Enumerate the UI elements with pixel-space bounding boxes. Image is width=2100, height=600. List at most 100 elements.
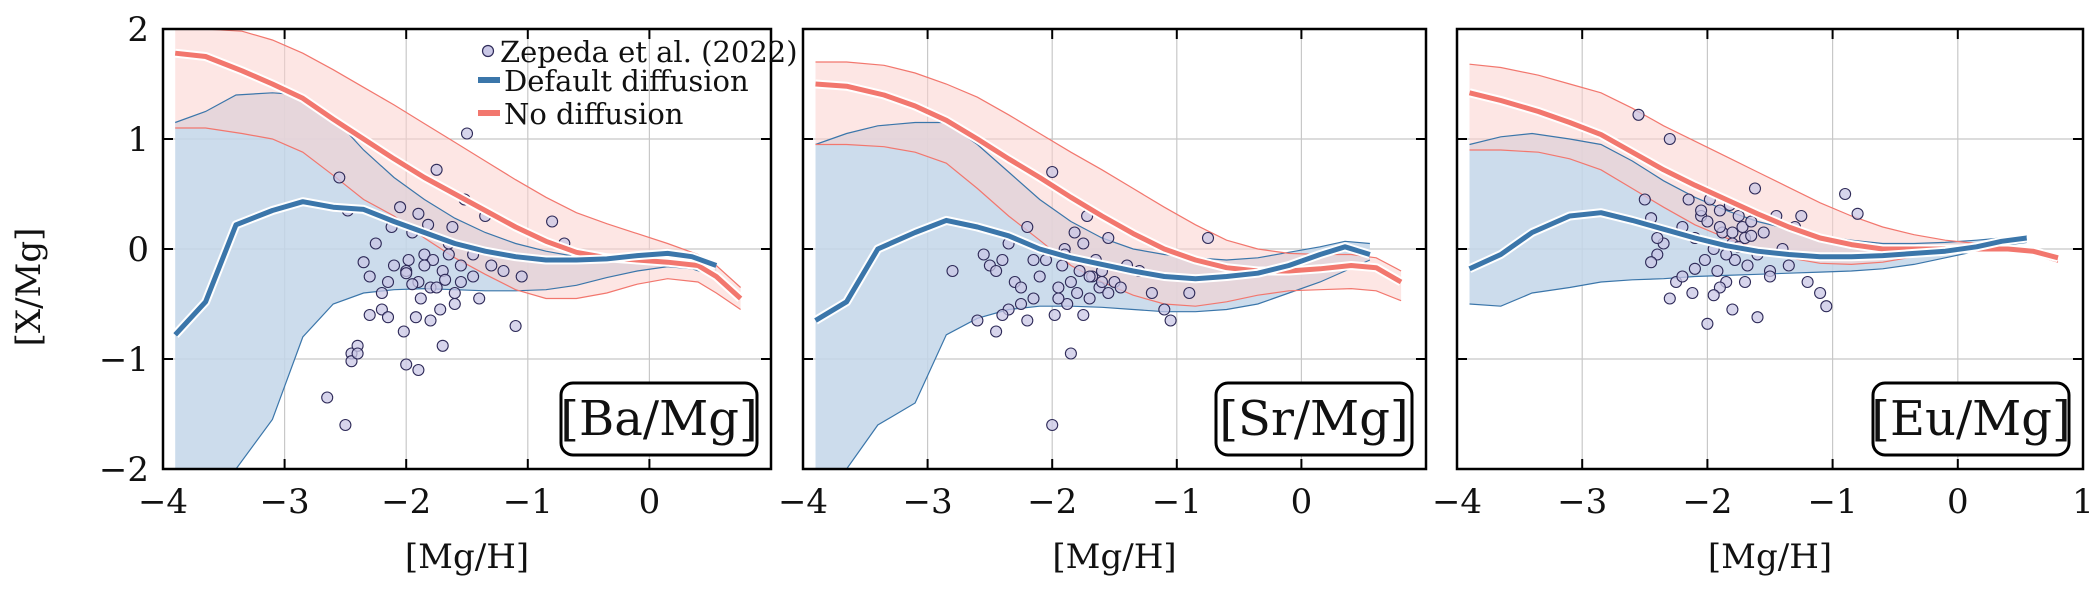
observation-point <box>412 363 425 377</box>
observation-point <box>1701 215 1714 228</box>
no-diffusion-band-upper <box>1469 63 2059 256</box>
observation-point <box>1726 303 1739 316</box>
observation-point <box>409 311 422 324</box>
x-tick-label: 0 <box>1291 482 1313 522</box>
observation-point <box>357 256 370 269</box>
x-tick-label: −2 <box>1682 482 1732 522</box>
observation-point <box>1795 209 1808 223</box>
observation-point <box>1068 226 1081 239</box>
observation-point <box>1027 292 1040 305</box>
observation-point <box>400 267 413 280</box>
observation-point <box>1102 286 1115 300</box>
panel-label-frame <box>1214 381 1414 457</box>
observation-point <box>467 270 480 283</box>
observation-point <box>1726 226 1739 239</box>
observation-point <box>1698 253 1711 267</box>
observation-point <box>424 314 437 327</box>
observation-point <box>1102 231 1115 245</box>
panel-label-frame <box>559 381 759 457</box>
x-tick-label: −4 <box>778 482 828 522</box>
observation-point <box>1763 270 1777 283</box>
observation-point <box>996 253 1009 267</box>
observation-point <box>1021 314 1034 327</box>
x-tick-label: −2 <box>381 482 431 522</box>
observation-point <box>430 163 443 176</box>
observation-point <box>1014 281 1028 294</box>
observation-point <box>454 275 467 289</box>
observation-point <box>351 347 364 360</box>
x-tick-label: 0 <box>639 482 661 522</box>
x-axis-label: [Mg/H] <box>1708 537 1832 577</box>
panel-3: −4 −3 −2 −1 0 1 [Mg/H] [Eu/Mg] <box>1432 27 2094 577</box>
panel-label-frame <box>1871 381 2071 457</box>
observation-point <box>1083 270 1096 283</box>
observation-point <box>971 314 984 327</box>
observation-point <box>1071 286 1084 300</box>
observation-point <box>1839 187 1852 201</box>
panel-2: −4 −3 −2 −1 0 [Mg/H] [Sr/Mg] <box>778 27 1428 577</box>
default-diffusion-line <box>173 199 718 337</box>
observation-point <box>996 308 1009 322</box>
plot-area <box>803 29 1426 469</box>
observation-point <box>442 248 455 261</box>
default-diffusion-band-upper <box>815 121 1370 261</box>
observation-point <box>515 270 528 283</box>
legend-no-diff-label: No diffusion <box>504 97 683 131</box>
observation-point <box>1707 289 1720 302</box>
observation-point <box>1663 132 1676 146</box>
y-tick-label: −2 <box>99 450 149 490</box>
observation-point <box>1686 286 1699 300</box>
observation-point <box>363 270 376 283</box>
observation-point <box>394 201 407 214</box>
observation-point <box>397 325 410 338</box>
observation-point <box>1158 303 1171 316</box>
legend-obs-marker <box>481 44 495 58</box>
observation-point <box>1701 317 1714 330</box>
observation-point <box>375 286 388 300</box>
observation-point <box>414 292 427 305</box>
x-tick-label: −3 <box>903 482 953 522</box>
plot-area <box>1457 29 2083 469</box>
observation-point <box>1083 292 1096 305</box>
no-diffusion-band-lower <box>175 127 741 310</box>
observation-point <box>546 215 559 228</box>
panel-label-box: [Eu/Mg] <box>1871 381 2071 457</box>
observation-point <box>406 278 419 291</box>
x-tick-label: −4 <box>138 482 188 522</box>
panel-label-box: [Ba/Mg] <box>559 381 759 457</box>
y-tick-label: 0 <box>127 230 149 270</box>
observation-point <box>402 253 415 267</box>
legend: Zepeda et al. (2022)Default diffusionNo … <box>478 35 798 131</box>
no-diffusion-line <box>174 50 743 301</box>
observation-point <box>1688 262 1701 275</box>
default-diffusion-line <box>814 217 1371 323</box>
y-tick-label: 2 <box>127 10 149 50</box>
observation-point <box>990 264 1003 278</box>
y-tick-label: 1 <box>127 120 149 160</box>
observation-point <box>454 259 467 272</box>
x-tick-label: −3 <box>260 482 310 522</box>
observation-point <box>1021 220 1034 234</box>
x-axis-label: [Mg/H] <box>405 537 529 577</box>
observation-point <box>1077 237 1090 250</box>
observation-point <box>339 418 352 432</box>
plot-area <box>163 29 771 469</box>
observation-point <box>1728 253 1741 267</box>
observation-point <box>333 171 346 184</box>
observation-point <box>1164 314 1177 327</box>
default-diffusion-line <box>1468 210 2028 272</box>
no-diffusion-line <box>815 81 1403 285</box>
observation-point <box>400 358 413 371</box>
panel-1: −4 −3 −2 −1 0 2 1 0 −1 −2 [Mg/H] [Ba/Mg] Zepeda et a… <box>99 10 798 577</box>
panel-label: [Eu/Mg] <box>1871 391 2070 447</box>
no-diffusion-band-upper <box>175 29 742 288</box>
observation-point <box>1745 215 1758 228</box>
observation-point <box>1732 209 1745 223</box>
observation-point <box>1056 259 1069 272</box>
observation-point <box>1745 229 1758 242</box>
default-diffusion-band-lower <box>1469 241 2027 307</box>
observation-point <box>1046 165 1059 179</box>
observation-point <box>1632 108 1645 121</box>
observation-point <box>1027 253 1040 267</box>
